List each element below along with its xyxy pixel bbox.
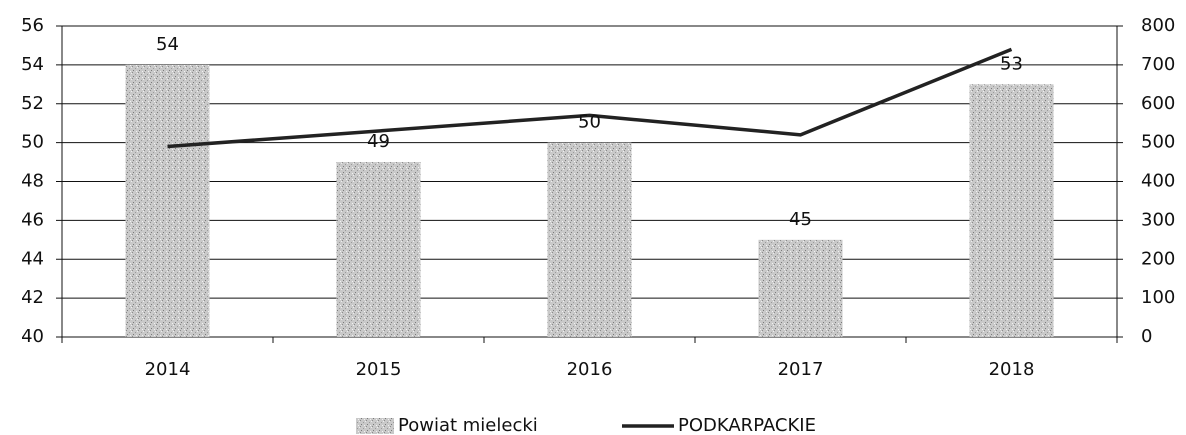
x-tick-label: 2015	[356, 359, 402, 380]
y2-tick-label: 800	[1141, 15, 1175, 36]
data-label: 54	[156, 34, 179, 55]
x-tick-label: 2017	[778, 359, 824, 380]
bar-texture	[547, 142, 632, 337]
legend-label: Powiat mielecki	[398, 415, 538, 435]
legend-swatch-texture	[356, 418, 394, 434]
data-label: 49	[367, 131, 390, 152]
y-tick-label: 52	[21, 93, 44, 114]
bar-texture	[758, 239, 843, 337]
data-label: 53	[1000, 53, 1023, 74]
y-tick-label: 46	[21, 209, 44, 230]
y-tick-label: 56	[21, 15, 44, 36]
y2-tick-label: 700	[1141, 54, 1175, 75]
y-tick-label: 44	[21, 248, 44, 269]
bar-texture	[969, 84, 1054, 337]
y2-tick-label: 200	[1141, 248, 1175, 269]
data-label: 45	[789, 209, 812, 230]
line	[167, 47, 1013, 149]
bar-texture	[336, 162, 421, 337]
y-tick-label: 50	[21, 132, 44, 153]
y2-tick-label: 100	[1141, 287, 1175, 308]
x-tick-label: 2016	[567, 359, 613, 380]
y-tick-label: 42	[21, 287, 44, 308]
legend-label: PODKARPACKIE	[678, 415, 816, 435]
bar-texture	[125, 64, 210, 337]
y2-tick-label: 400	[1141, 171, 1175, 192]
y2-tick-label: 300	[1141, 209, 1175, 230]
x-tick-label: 2014	[145, 359, 191, 380]
y2-tick-label: 0	[1141, 326, 1152, 347]
data-label: 50	[578, 112, 601, 133]
y-tick-label: 48	[21, 171, 44, 192]
x-tick-label: 2018	[989, 359, 1035, 380]
y2-tick-label: 600	[1141, 93, 1175, 114]
y-tick-label: 54	[21, 54, 44, 75]
y2-tick-label: 500	[1141, 132, 1175, 153]
y-tick-label: 40	[21, 326, 44, 347]
